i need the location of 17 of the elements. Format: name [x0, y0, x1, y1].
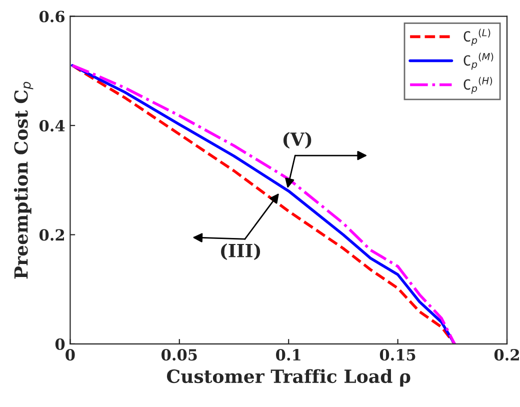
legend-label: C$_{p}$$^{(M)}$ — [464, 52, 494, 70]
y-tick-label: 0 — [55, 338, 65, 350]
x-tick-label: 0 — [66, 349, 75, 361]
legend-label: C$_{p}$$^{(L)}$ — [464, 28, 490, 46]
x-tick-label: 0.2 — [494, 349, 519, 361]
annotation: (V) — [283, 132, 312, 149]
y-tick-label: 0.2 — [39, 229, 64, 241]
x-tick-label: 0.15 — [380, 349, 416, 361]
annotation: (III) — [221, 243, 260, 260]
x-tick-label: 0.1 — [276, 349, 300, 361]
legend-label: C$_{p}$$^{(H)}$ — [464, 76, 492, 94]
line-series — [70, 64, 456, 344]
y-tick-label: 0.6 — [39, 10, 65, 22]
x-tick-label: 0.05 — [162, 349, 197, 361]
y-axis-title: Preemption Cost C$_{p}$ — [14, 82, 34, 279]
y-tick-label: 0.4 — [39, 120, 65, 132]
x-axis-title: Customer Traffic Load ρ — [166, 369, 410, 387]
